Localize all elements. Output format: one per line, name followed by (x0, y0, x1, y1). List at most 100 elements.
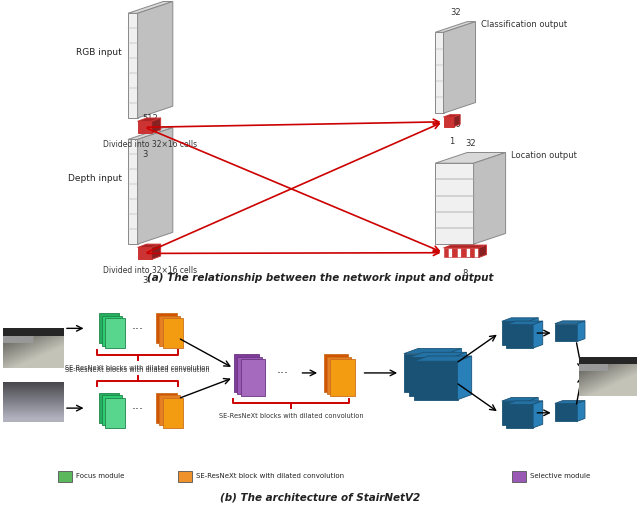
Polygon shape (529, 318, 538, 345)
Polygon shape (444, 118, 454, 127)
Polygon shape (461, 248, 465, 258)
Text: 512: 512 (143, 125, 158, 133)
Text: Divided into 32×16 cells: Divided into 32×16 cells (103, 139, 198, 149)
Bar (241, 359, 265, 397)
Bar (102, 395, 122, 426)
Text: SE-ResNeXt blocks with dilated convolution: SE-ResNeXt blocks with dilated convoluti… (219, 412, 364, 418)
Polygon shape (444, 246, 486, 248)
Text: 16: 16 (450, 120, 461, 129)
Polygon shape (577, 321, 585, 342)
Polygon shape (444, 248, 448, 258)
Text: 3: 3 (142, 150, 147, 159)
Polygon shape (454, 116, 460, 127)
Polygon shape (404, 354, 447, 392)
Text: ···: ··· (277, 366, 289, 380)
Bar (163, 398, 183, 428)
Text: Classification output: Classification output (481, 20, 567, 30)
Text: SE-ResNeXt blocks with dilated convolution: SE-ResNeXt blocks with dilated convoluti… (65, 366, 210, 372)
Bar (159, 395, 180, 426)
Text: Selective module: Selective module (530, 472, 590, 478)
Polygon shape (404, 349, 461, 354)
Polygon shape (138, 3, 173, 119)
Bar (330, 359, 355, 397)
Text: Focus module: Focus module (76, 472, 124, 478)
Polygon shape (435, 33, 444, 114)
Polygon shape (502, 401, 529, 425)
Polygon shape (533, 322, 543, 348)
Text: RGB input: RGB input (76, 48, 122, 56)
Polygon shape (474, 153, 506, 245)
Polygon shape (577, 401, 585, 421)
Polygon shape (458, 356, 472, 400)
Bar (156, 393, 177, 423)
Polygon shape (138, 128, 173, 245)
Polygon shape (444, 116, 460, 118)
Bar (159, 316, 180, 346)
Polygon shape (448, 248, 452, 258)
Polygon shape (128, 14, 138, 119)
Polygon shape (502, 318, 538, 322)
Text: SE-ResNeXt blocks with dilated convolution: SE-ResNeXt blocks with dilated convoluti… (65, 364, 210, 370)
Polygon shape (435, 153, 506, 164)
Text: ···: ··· (132, 322, 143, 335)
Text: 3: 3 (142, 275, 147, 285)
Polygon shape (152, 245, 161, 260)
Polygon shape (435, 164, 474, 245)
Polygon shape (128, 128, 173, 140)
Polygon shape (435, 22, 476, 33)
Polygon shape (409, 353, 467, 358)
Polygon shape (444, 22, 476, 114)
Bar (324, 354, 348, 392)
Polygon shape (506, 401, 543, 405)
Text: (a) The relationship between the network input and output: (a) The relationship between the network… (147, 273, 493, 282)
Polygon shape (506, 322, 543, 325)
Polygon shape (409, 358, 452, 396)
Text: 512: 512 (143, 114, 158, 123)
Text: 512: 512 (143, 250, 158, 260)
Bar (327, 357, 351, 394)
Text: 16: 16 (465, 250, 476, 260)
Polygon shape (555, 401, 585, 404)
Polygon shape (152, 119, 161, 134)
Polygon shape (502, 322, 529, 345)
Polygon shape (452, 248, 457, 258)
Polygon shape (128, 3, 173, 14)
Bar (156, 314, 177, 344)
Polygon shape (138, 245, 161, 248)
Bar (105, 398, 125, 428)
Polygon shape (128, 140, 138, 245)
Bar (99, 314, 119, 344)
Bar (105, 319, 125, 348)
Bar (234, 354, 259, 392)
Bar (163, 319, 183, 348)
Polygon shape (555, 324, 577, 342)
Polygon shape (506, 405, 533, 428)
Bar (237, 357, 262, 394)
Text: Depth input: Depth input (68, 174, 122, 183)
Text: ···: ··· (132, 402, 143, 415)
Polygon shape (533, 401, 543, 428)
Polygon shape (506, 325, 533, 348)
Polygon shape (555, 404, 577, 421)
Polygon shape (474, 248, 479, 258)
Text: 8: 8 (462, 268, 468, 277)
Text: (b) The architecture of StairNetV2: (b) The architecture of StairNetV2 (220, 492, 420, 502)
Polygon shape (479, 246, 486, 258)
Bar (178, 471, 192, 482)
Polygon shape (138, 122, 152, 134)
Bar (99, 393, 119, 423)
Polygon shape (555, 321, 585, 324)
Polygon shape (138, 119, 161, 122)
Text: 1: 1 (449, 137, 454, 146)
Polygon shape (502, 398, 538, 401)
Text: 32: 32 (450, 8, 461, 17)
Bar (102, 316, 122, 346)
Polygon shape (465, 248, 470, 258)
Bar (58, 471, 72, 482)
Text: Divided into 32×16 cells: Divided into 32×16 cells (103, 266, 198, 274)
Polygon shape (529, 398, 538, 425)
Text: SE-ResNeXt block with dilated convolution: SE-ResNeXt block with dilated convolutio… (196, 472, 344, 478)
Bar (512, 471, 526, 482)
Polygon shape (138, 248, 152, 260)
Polygon shape (457, 248, 461, 258)
